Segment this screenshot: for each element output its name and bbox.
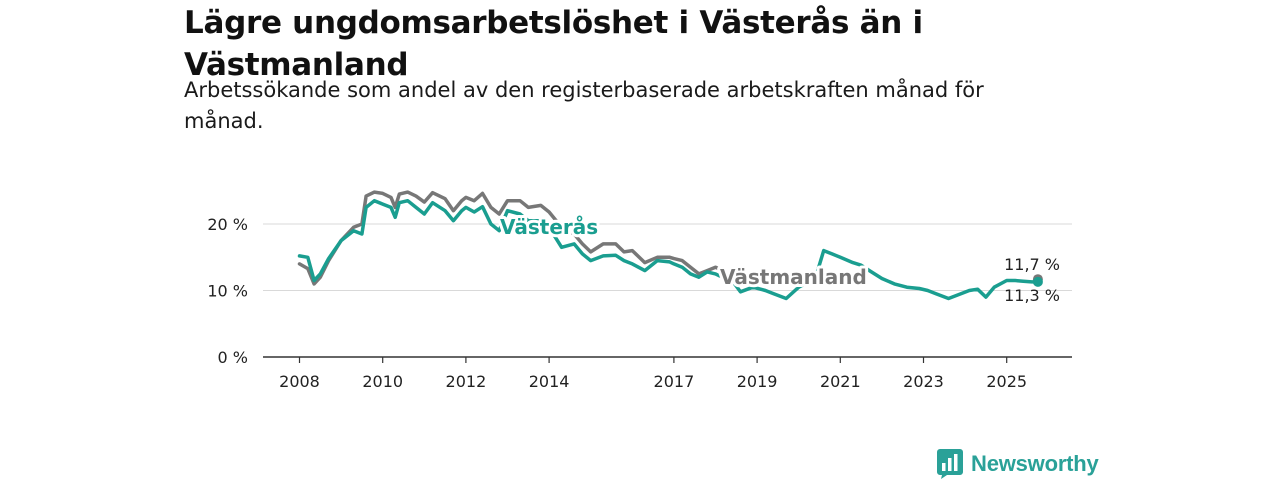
y-tick-label: 20 %: [207, 215, 248, 234]
series-label-vasteras: Västerås: [500, 215, 598, 239]
series-line-vastmanland: [297, 190, 722, 286]
y-tick-label: 0 %: [218, 348, 248, 367]
series-label-vastmanland-halo: Västmanland: [720, 265, 867, 289]
end-value-label-vasteras: 11,3 %: [1004, 286, 1060, 305]
x-tick-label: 2017: [654, 372, 695, 391]
chart-title: Lägre ungdomsarbetslöshet i Västerås än …: [184, 5, 923, 83]
series-label-vasteras-halo: Västerås: [500, 215, 598, 239]
x-tick-label: 2025: [986, 372, 1027, 391]
x-tick-label: 2019: [737, 372, 778, 391]
end-value-label-vastmanland: 11,7 %: [1004, 255, 1060, 274]
newsworthy-logo[interactable]: Newsworthy: [937, 448, 1099, 480]
x-tick-label: 2012: [446, 372, 487, 391]
chart-subtitle: Arbetssökande som andel av den registerb…: [184, 78, 984, 133]
x-tick-label: 2023: [903, 372, 944, 391]
y-tick-label: 10 %: [207, 282, 248, 301]
bar-chart-icon: [937, 449, 963, 479]
x-tick-label: 2021: [820, 372, 861, 391]
x-tick-label: 2014: [529, 372, 570, 391]
series-endpoint-vasteras: [1032, 276, 1043, 287]
series-line-vasteras: [297, 198, 1038, 301]
series-label-vastmanland: Västmanland: [720, 265, 867, 289]
x-tick-label: 2008: [279, 372, 320, 391]
brand-name: Newsworthy: [971, 451, 1099, 476]
x-tick-label: 2010: [362, 372, 403, 391]
